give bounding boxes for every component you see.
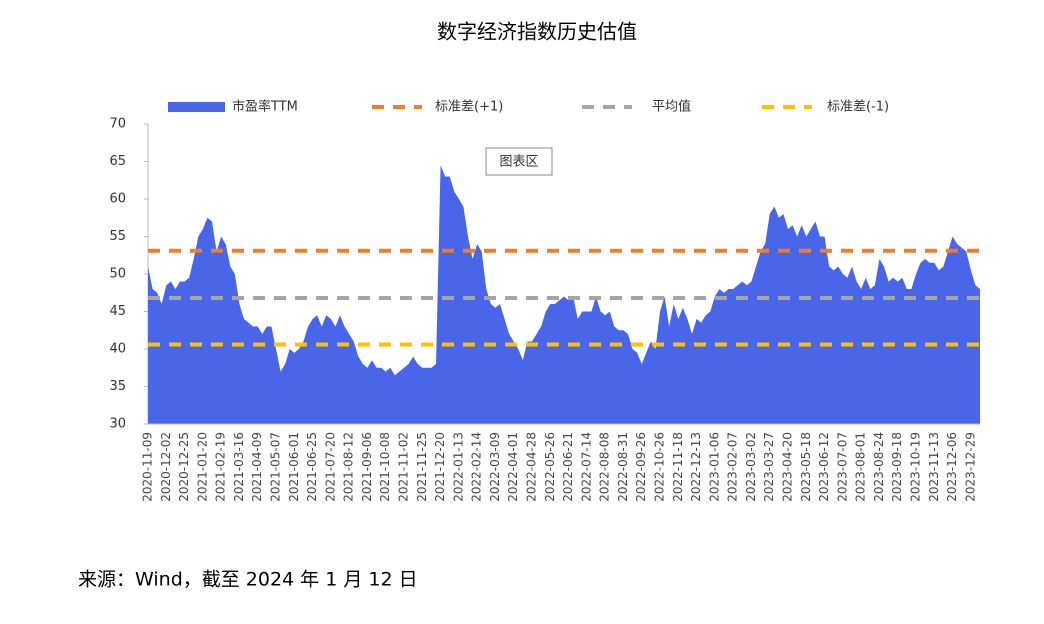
x-tick-label: 2022-10-26: [653, 432, 667, 502]
y-tick-label: 45: [109, 304, 126, 319]
x-tick-label: 2021-06-25: [305, 432, 319, 502]
x-tick-label: 2023-05-18: [799, 432, 813, 502]
x-tick-label: 2023-06-12: [817, 432, 831, 502]
x-tick-label: 2022-08-31: [616, 432, 630, 502]
x-tick-label: 2023-09-18: [890, 432, 904, 502]
legend-swatch: [168, 102, 225, 112]
y-tick-label: 55: [109, 229, 126, 244]
x-tick-label: 2023-01-06: [707, 432, 721, 502]
x-tick-label: 2023-12-29: [963, 432, 977, 502]
x-tick-label: 2023-04-20: [781, 432, 795, 502]
legend-label: 标准差(+1): [435, 100, 503, 115]
area: [148, 165, 980, 424]
x-tick-label: 2021-04-09: [250, 432, 264, 502]
x-tick-label: 2020-11-09: [141, 432, 155, 502]
y-tick-label: 65: [109, 154, 126, 169]
x-tick-label: 2022-03-09: [488, 432, 502, 502]
x-tick-label: 2023-02-07: [726, 432, 740, 502]
x-tick-label: 2023-12-06: [945, 432, 959, 502]
x-tick-label: 2020-12-25: [177, 432, 191, 502]
x-tick-label: 2020-12-02: [159, 432, 173, 502]
x-tick-label: 2022-12-13: [689, 432, 703, 502]
y-tick-label: 35: [109, 379, 126, 394]
x-tick-label: 2022-07-14: [579, 432, 593, 502]
y-tick-label: 70: [109, 117, 126, 132]
x-tick-label: 2023-08-01: [854, 432, 868, 502]
legend-label: 标准差(-1): [827, 100, 889, 115]
x-tick-label: 2022-06-21: [561, 432, 575, 502]
source-note: 来源：Wind，截至 2024 年 1 月 12 日: [78, 569, 418, 591]
x-tick-label: 2021-10-08: [378, 432, 392, 502]
chart-title: 数字经济指数历史估值: [437, 20, 637, 44]
x-tick-label: 2022-09-26: [634, 432, 648, 502]
x-tick-label: 2022-05-26: [543, 432, 557, 502]
x-tick-label: 2023-11-13: [927, 432, 941, 502]
x-tick-label: 2021-08-12: [342, 432, 356, 502]
x-tick-label: 2021-02-19: [214, 432, 228, 502]
x-tick-label: 2023-07-07: [835, 432, 849, 502]
x-tick-label: 2022-11-18: [671, 432, 685, 502]
x-tick-label: 2021-12-20: [433, 432, 447, 502]
legend-label: 平均值: [652, 99, 691, 115]
x-tick-label: 2021-11-25: [415, 432, 429, 502]
x-tick-label: 2022-02-14: [470, 432, 484, 502]
x-tick-label: 2021-06-01: [287, 432, 301, 502]
x-tick-label: 2023-10-19: [909, 432, 923, 502]
x-tick-label: 2022-08-08: [598, 432, 612, 502]
x-tick-label: 2022-04-28: [525, 432, 539, 502]
tooltip: 图表区: [499, 155, 538, 170]
x-tick-label: 2021-07-20: [323, 432, 337, 502]
y-tick-label: 50: [109, 267, 126, 282]
x-tick-label: 2023-03-02: [744, 432, 758, 502]
x-tick-label: 2021-05-07: [269, 432, 283, 502]
y-tick-label: 60: [109, 192, 126, 207]
y-tick-label: 40: [109, 342, 126, 357]
x-tick-label: 2021-01-20: [195, 432, 209, 502]
x-tick-label: 2021-11-02: [397, 432, 411, 502]
y-tick-label: 30: [109, 417, 126, 432]
tooltip-box: [485, 147, 553, 176]
x-tick-label: 2023-03-27: [762, 432, 776, 502]
x-tick-label: 2021-03-16: [232, 432, 246, 502]
x-tick-label: 2023-08-24: [872, 432, 886, 502]
legend-label: 市盈率TTM: [232, 99, 298, 115]
x-tick-label: 2022-01-13: [451, 432, 465, 502]
x-tick-label: 2021-09-06: [360, 432, 374, 502]
x-tick-label: 2022-04-01: [506, 432, 520, 502]
